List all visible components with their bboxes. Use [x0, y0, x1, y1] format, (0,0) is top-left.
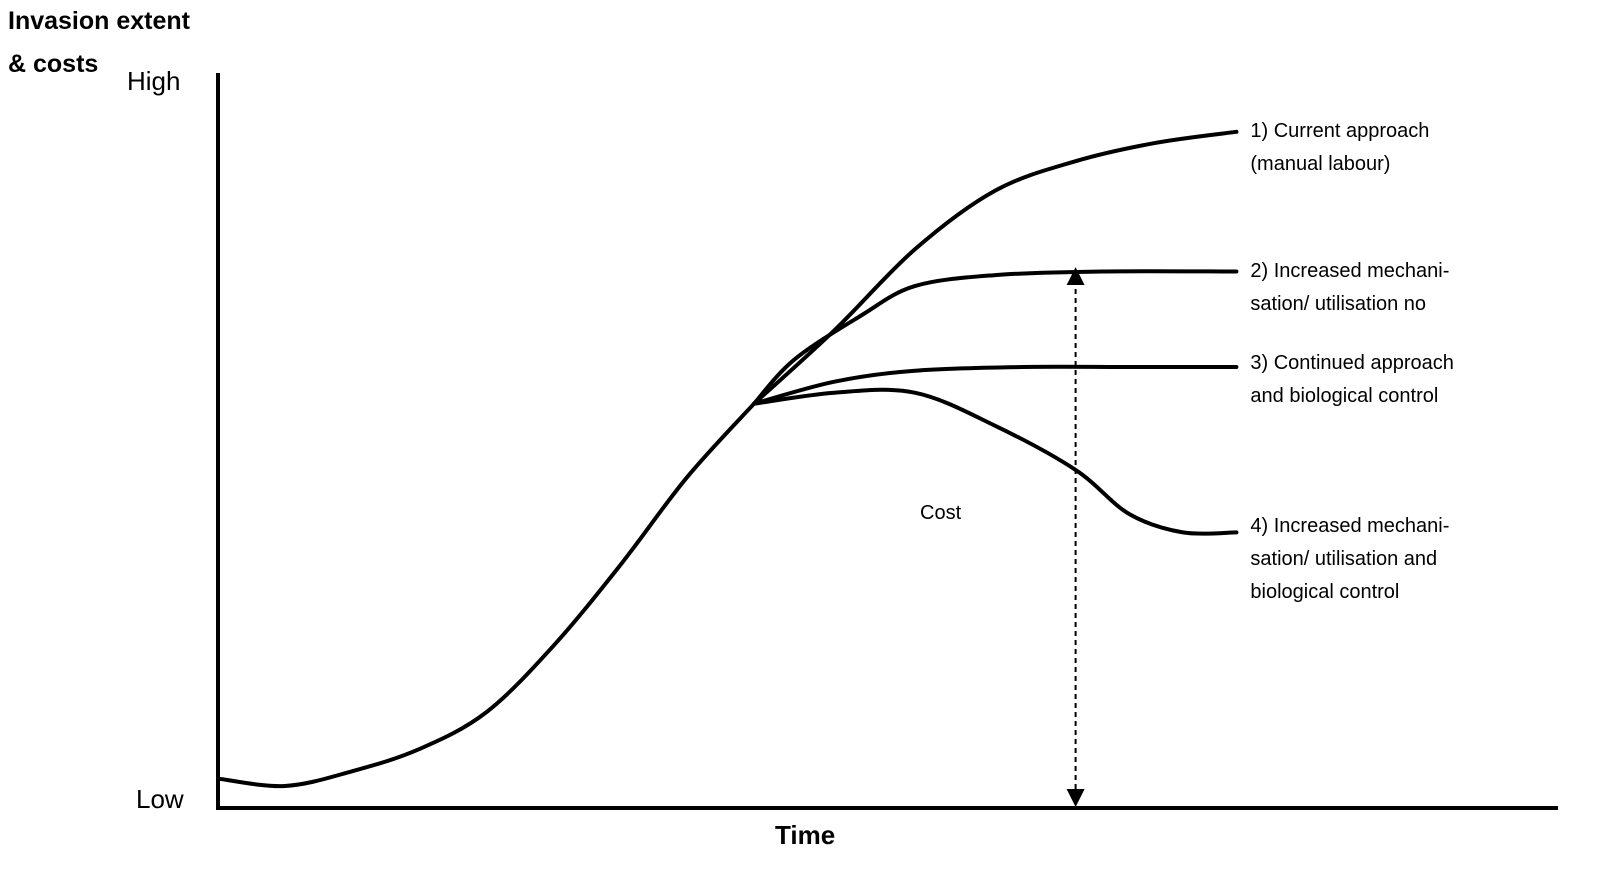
y-axis-title: Invasion extent & costs — [8, 0, 190, 86]
series-label-2-line-1: 2) Increased mechani- — [1250, 260, 1450, 282]
y-tick-high: High — [127, 66, 181, 96]
series-label-4-line-2: sation/ utilisation and — [1250, 548, 1438, 570]
series-label-2: 2) Increased mechani-sation/ utilisation… — [1250, 255, 1449, 321]
cost-annotation-label: Cost — [920, 502, 962, 524]
series-line-4 — [752, 387, 1239, 536]
series-label-3: 3) Continued approach and biological cont… — [1250, 347, 1453, 413]
y-axis-title-line-1: Invasion extent — [8, 7, 190, 35]
series-label-3-line-1: 3) Continued approach — [1250, 352, 1454, 374]
y-axis-title-line-2: & costs — [8, 50, 99, 78]
series-label-2-line-2: sation/ utilisation no — [1250, 293, 1427, 315]
series-label-4-line-3: biological control — [1250, 581, 1400, 603]
series-label-4-line-1: 4) Increased mechani- — [1250, 515, 1450, 537]
y-tick-low: Low — [136, 784, 184, 814]
x-axis-title: Time — [775, 820, 836, 850]
series-label-1: 1) Current approach (manual labour) — [1250, 115, 1429, 181]
series-label-3-line-2: and biological control — [1250, 385, 1439, 407]
series-label-1-line-2: (manual labour) — [1250, 153, 1391, 175]
series-line-2 — [752, 269, 1239, 406]
base-curve-line — [216, 401, 756, 789]
series-label-1-line-1: 1) Current approach — [1250, 120, 1430, 142]
series-line-3 — [752, 364, 1239, 406]
series-label-4: 4) Increased mechani-sation/ utilisation… — [1250, 510, 1449, 609]
series-line-1 — [752, 129, 1239, 406]
